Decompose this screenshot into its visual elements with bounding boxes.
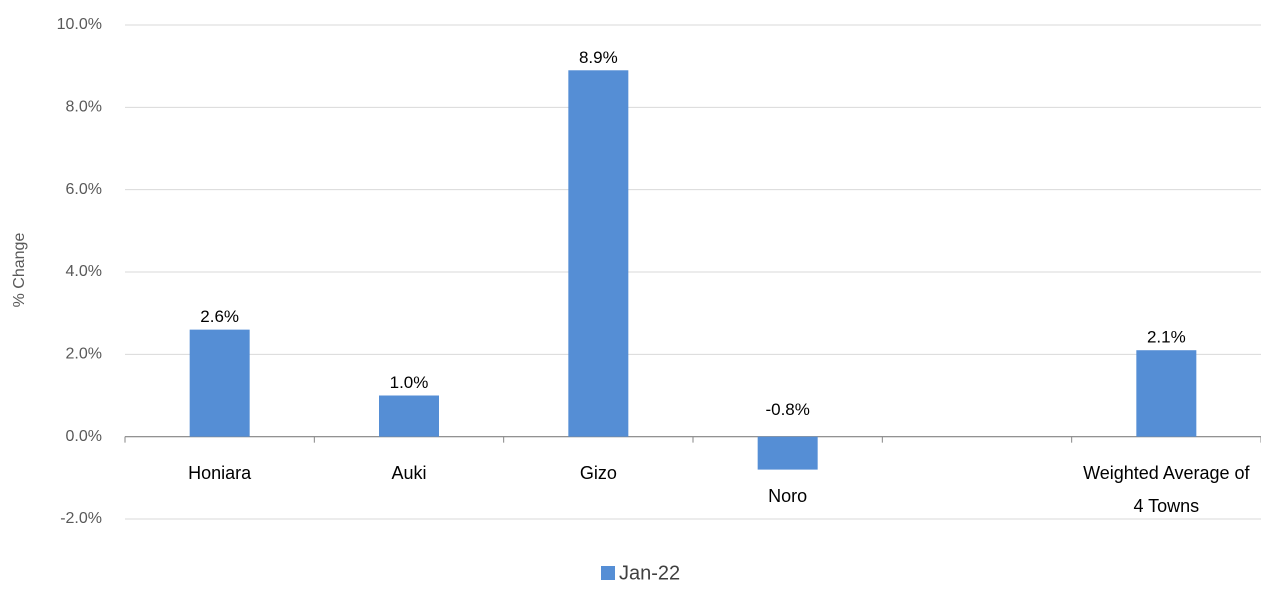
- data-label: 8.9%: [579, 48, 618, 67]
- x-tick-label: Weighted Average of 4 Towns: [1083, 462, 1250, 516]
- bar: [1136, 350, 1197, 437]
- y-tick-label: 6.0%: [66, 181, 102, 198]
- y-tick-label: 8.0%: [66, 99, 102, 116]
- y-tick-label: 0.0%: [66, 428, 102, 445]
- y-tick-label: -2.0%: [60, 510, 102, 527]
- data-label: 1.0%: [390, 373, 429, 392]
- x-tick-label: Auki: [391, 462, 427, 483]
- y-axis-label: % Change: [11, 233, 28, 308]
- legend-label: Jan-22: [619, 562, 680, 584]
- bar: [568, 70, 629, 437]
- x-tick-label: Gizo: [579, 462, 617, 483]
- data-label: 2.6%: [200, 307, 239, 326]
- y-tick-label: 4.0%: [66, 263, 102, 280]
- data-label: 2.1%: [1147, 328, 1186, 347]
- legend-swatch: [601, 566, 615, 580]
- bar: [379, 395, 439, 437]
- bar: [189, 329, 250, 437]
- x-tick-label: Noro: [768, 485, 808, 506]
- x-tick-label: Honiara: [188, 462, 252, 483]
- bar: [757, 436, 818, 470]
- y-tick-label: 2.0%: [66, 346, 102, 363]
- data-label: -0.8%: [765, 400, 809, 419]
- y-tick-label: 10.0%: [57, 16, 102, 33]
